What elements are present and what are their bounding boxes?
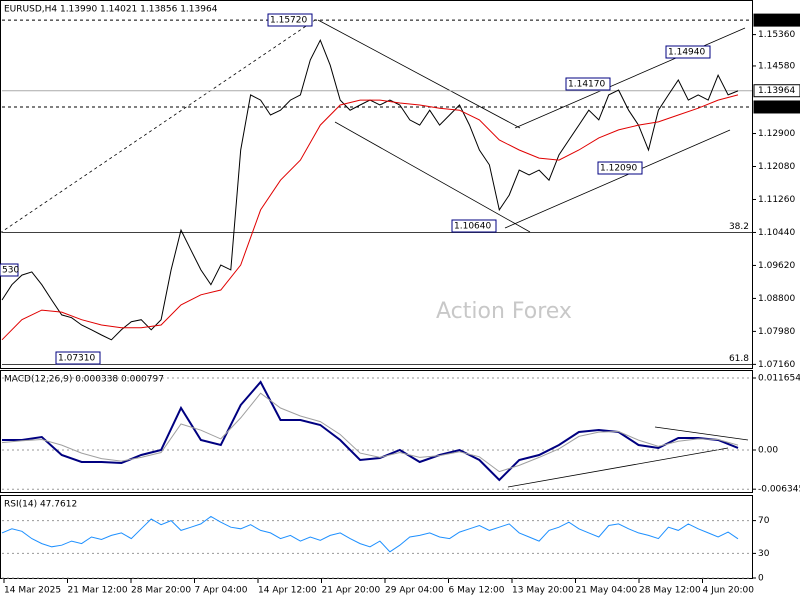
annotation-box xyxy=(55,351,101,365)
x-tick-label: 29 Apr 04:00 xyxy=(385,586,444,596)
rsi-title: RSI(14) 47.7612 xyxy=(4,500,77,510)
annotation-label: 1.15720 xyxy=(270,16,307,26)
y-tick-label: 1.07160 xyxy=(758,360,795,370)
level-label: 1.13964 xyxy=(758,86,795,96)
x-tick-label: 21 Mar 12:00 xyxy=(68,586,128,596)
y-tick-label: -0.006345 xyxy=(758,485,800,495)
y-tick-label: 1.09620 xyxy=(758,261,795,271)
y-tick-label: 30 xyxy=(758,549,770,559)
x-tick-label: 7 Apr 04:00 xyxy=(195,586,248,596)
x-tick-label: 21 May 04:00 xyxy=(576,586,638,596)
y-tick-label: 1.08800 xyxy=(758,294,795,304)
trendline xyxy=(317,19,521,129)
macd-panel xyxy=(0,370,753,493)
x-tick-label: 21 Apr 20:00 xyxy=(322,586,381,596)
annotation-box xyxy=(597,161,643,175)
annotation-box xyxy=(451,219,497,233)
trendline xyxy=(334,121,531,233)
trendline xyxy=(514,27,746,129)
level-label: 1.13560 xyxy=(758,102,795,112)
y-tick-label: 1.12900 xyxy=(758,129,795,139)
x-tick-label: 14 Mar 2025 xyxy=(4,586,61,596)
y-tick-label: 0.00 xyxy=(758,445,778,455)
x-tick-label: 28 May 12:00 xyxy=(639,586,701,596)
annotation-label: 1.10640 xyxy=(454,222,491,232)
series-line xyxy=(1,94,739,341)
y-tick-label: 1.14580 xyxy=(758,61,795,71)
rsi-panel xyxy=(0,495,753,579)
trendlines xyxy=(0,17,749,488)
level-label: 1.15720 xyxy=(758,16,795,26)
x-tick-label: 14 Apr 12:00 xyxy=(258,586,317,596)
y-tick-label: 1.12080 xyxy=(758,162,795,172)
y-tick-label: 0.011654 xyxy=(758,373,800,383)
y-tick-label: 0 xyxy=(758,574,764,584)
y-tick-label: 1.10440 xyxy=(758,228,795,238)
x-tick-label: 13 May 20:00 xyxy=(512,586,574,596)
trendline xyxy=(654,426,749,441)
y-tick-label: 70 xyxy=(758,516,770,526)
chart-title: EURUSD,H4 1.13990 1.14021 1.13856 1.1396… xyxy=(4,5,218,15)
x-tick-label: 6 May 12:00 xyxy=(449,586,505,596)
annotation-box xyxy=(565,77,611,91)
annotation-label: 1.12090 xyxy=(600,164,637,174)
trendline xyxy=(0,17,319,234)
x-tick-label: 28 Mar 20:00 xyxy=(131,586,191,596)
y-tick-label: 1.07980 xyxy=(758,327,795,337)
annotation-box xyxy=(665,45,711,59)
annotation-box xyxy=(267,13,313,27)
price-panel xyxy=(0,0,753,369)
watermark: Action Forex xyxy=(436,299,572,324)
macd-title: MACD(12,26,9) 0.000338 0.000797 xyxy=(4,375,164,385)
annotation-label: 1.07310 xyxy=(58,354,95,364)
fib-label: 61.8 xyxy=(729,354,749,364)
annotation-label: 530 xyxy=(2,266,19,276)
level-box xyxy=(753,84,800,98)
annotation-label: 1.14170 xyxy=(568,80,605,90)
fib-label: 38.2 xyxy=(729,222,749,232)
series-line xyxy=(1,392,739,473)
y-tick-label: 1.11260 xyxy=(758,195,795,205)
trendline xyxy=(504,129,731,229)
level-box xyxy=(753,13,800,27)
annotation-box xyxy=(0,263,19,277)
trendline xyxy=(507,447,729,488)
level-box xyxy=(753,100,800,114)
series-line xyxy=(1,515,739,553)
y-tick-label: 1.15360 xyxy=(758,30,795,40)
x-tick-label: 4 Jun 20:00 xyxy=(703,586,755,596)
annotation-label: 1.14940 xyxy=(668,48,705,58)
